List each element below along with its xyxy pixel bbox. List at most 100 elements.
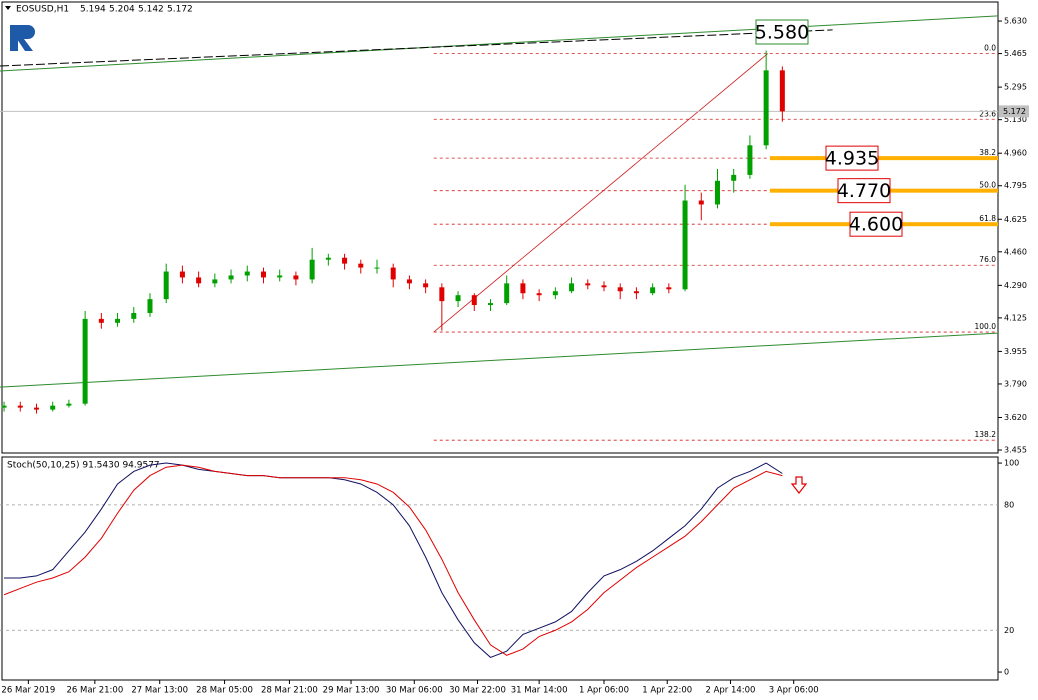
- price-box-label: 5.580: [755, 22, 809, 44]
- price-pane: [1, 1, 999, 454]
- level-highlight: [770, 156, 998, 161]
- candle-body: [569, 283, 575, 292]
- candle-body: [196, 277, 202, 284]
- fib-label: 50.0: [979, 181, 996, 190]
- x-tick-label: 1 Apr 06:00: [579, 686, 629, 696]
- candle-body: [179, 271, 185, 278]
- x-tick-label: 30 Mar 22:00: [449, 686, 506, 696]
- candle-body: [163, 271, 169, 300]
- ohlc-close: 5.172: [167, 5, 193, 15]
- down-arrow: [790, 476, 808, 494]
- price-box-label: 4.935: [825, 148, 879, 170]
- y-tick-label: 5.465: [1004, 49, 1027, 58]
- y-tick-label: 4.625: [1004, 215, 1027, 224]
- candle-body: [228, 275, 234, 280]
- candle-body: [763, 70, 769, 146]
- candle-body: [342, 257, 348, 264]
- x-tick-label: 28 Mar 21:00: [261, 686, 318, 696]
- candle-body: [585, 283, 591, 286]
- y-tick-label: 5.295: [1004, 83, 1027, 92]
- candle-body: [17, 405, 23, 408]
- fib-label: 100.0: [975, 322, 997, 331]
- fib-label: 61.8: [979, 214, 996, 223]
- price-box-label: 4.770: [837, 180, 891, 202]
- candle-body: [406, 279, 412, 284]
- candle-body: [131, 312, 137, 319]
- candle-body: [309, 259, 315, 280]
- candle-body: [601, 285, 607, 288]
- price-box: [837, 178, 891, 204]
- fib-anchor: [433, 53, 769, 333]
- candle-body: [390, 267, 396, 280]
- y-tick-label: 5.630: [1004, 17, 1027, 26]
- candle-body: [439, 287, 445, 302]
- y-tick-label: 4.290: [1004, 281, 1027, 290]
- candle-body: [471, 295, 477, 306]
- candle-body: [147, 299, 153, 313]
- y-tick-label: 3.620: [1004, 413, 1027, 422]
- x-tick-label: 31 Mar 14:00: [511, 686, 568, 696]
- trendline: [0, 332, 999, 388]
- fib-label: 76.0: [979, 255, 996, 264]
- y-tick-label: 3.955: [1004, 347, 1027, 356]
- candle-body: [260, 271, 266, 278]
- logo: [10, 25, 35, 51]
- price-box: [755, 19, 809, 45]
- candle-body: [520, 283, 526, 294]
- ohlc-open: 5.194: [80, 5, 106, 15]
- y-tick-label: 4.795: [1004, 181, 1027, 190]
- candle-body: [423, 283, 429, 288]
- candle-body: [747, 145, 753, 175]
- x-tick-label: 28 Mar 05:00: [196, 686, 253, 696]
- y-tick-label: 5.130: [1004, 115, 1027, 124]
- candle-body: [66, 403, 72, 406]
- menu-arrow: [5, 6, 11, 10]
- x-tick-label: 26 Mar 21:00: [66, 686, 123, 696]
- candle-body: [50, 405, 56, 410]
- stoch-tick-label: 80: [1004, 500, 1014, 509]
- x-tick-label: 27 Mar 13:00: [131, 686, 188, 696]
- fib-label: 38.2: [979, 148, 996, 157]
- x-tick-label: 29 Mar 13:00: [323, 686, 380, 696]
- fib-label: 23.6: [979, 109, 996, 118]
- stoch-line: [3, 464, 783, 656]
- y-tick-label: 4.460: [1004, 247, 1027, 256]
- candle-body: [682, 200, 688, 290]
- candle-body: [698, 200, 704, 205]
- stoch-title: Stoch(50,10,25) 91.5430 94.9577: [7, 461, 160, 471]
- stoch-tick-label: 0: [1004, 668, 1009, 677]
- trendline: [0, 29, 833, 67]
- candle-body: [33, 407, 39, 410]
- candle-body: [212, 279, 218, 284]
- candle-body: [650, 287, 656, 294]
- candle-body: [325, 257, 331, 260]
- candle-body: [455, 295, 461, 302]
- current-price-box: [999, 105, 1029, 118]
- ohlc-high: 5.204: [109, 5, 135, 15]
- x-tick-label: 1 Apr 22:00: [642, 686, 692, 696]
- candle-body: [504, 283, 510, 304]
- candle-body: [358, 263, 364, 268]
- stoch-tick-label: 20: [1004, 626, 1014, 635]
- stoch-tick-label: 100: [1004, 459, 1019, 468]
- price-box-label: 4.600: [849, 214, 903, 236]
- candle-body: [244, 271, 250, 276]
- y-tick-label: 3.455: [1004, 446, 1027, 455]
- candle-body: [633, 291, 639, 294]
- candle-body: [731, 174, 737, 181]
- candle-body: [779, 70, 785, 112]
- candle-body: [617, 287, 623, 292]
- stoch-pane: [1, 456, 999, 681]
- x-tick-label: 26 Mar 2019: [1, 686, 55, 696]
- candle-body: [98, 318, 104, 323]
- symbol: EOSUSD,H1: [16, 5, 69, 15]
- x-tick-label: 2 Apr 14:00: [705, 686, 755, 696]
- current-price-label: 5.172: [1003, 107, 1026, 116]
- fib-label: 138.2: [975, 430, 997, 439]
- trendline: [0, 15, 999, 72]
- candle-body: [714, 180, 720, 205]
- candle-body: [374, 267, 380, 269]
- candle-body: [666, 287, 672, 290]
- ohlc-low: 5.142: [138, 5, 164, 15]
